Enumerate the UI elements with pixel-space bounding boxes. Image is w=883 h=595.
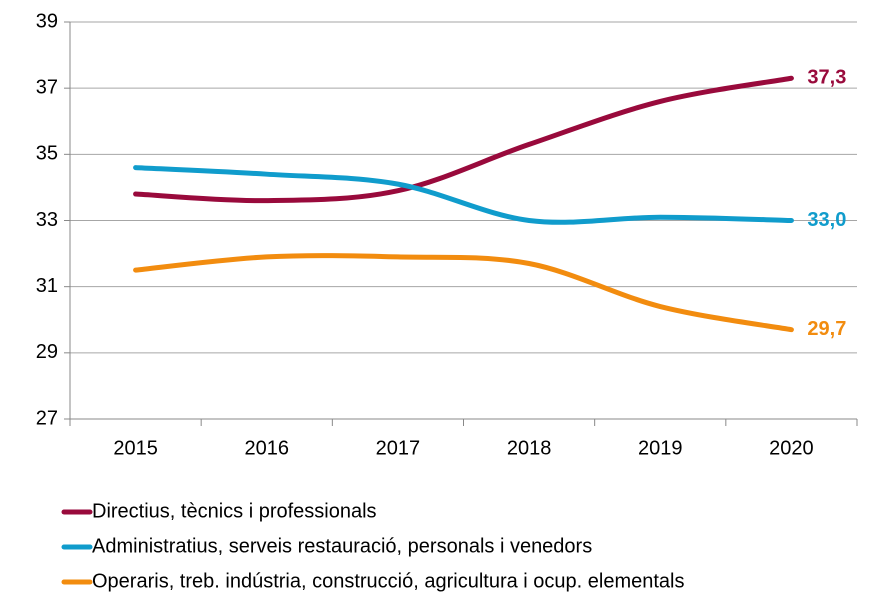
data-label: 29,7 [807, 318, 846, 340]
x-tick-label: 2019 [638, 437, 683, 459]
y-tick-label: 27 [36, 407, 58, 429]
legend-label: Operaris, treb. indústria, construcció, … [92, 570, 685, 592]
y-tick-label: 35 [36, 143, 58, 165]
y-tick-label: 29 [36, 341, 58, 363]
y-tick-label: 31 [36, 275, 58, 297]
y-tick-label: 39 [36, 10, 58, 32]
x-tick-label: 2018 [507, 437, 552, 459]
x-tick-label: 2017 [376, 437, 421, 459]
x-tick-label: 2016 [245, 437, 290, 459]
y-tick-label: 37 [36, 76, 58, 98]
legend-label: Directius, tècnics i professionals [92, 500, 377, 522]
series-line [133, 253, 794, 333]
legend-label: Administratius, serveis restauració, per… [92, 535, 592, 557]
data-label: 37,3 [807, 67, 846, 89]
data-label: 33,0 [807, 209, 846, 231]
y-tick-label: 33 [36, 209, 58, 231]
series-line [133, 165, 794, 225]
x-tick-label: 2015 [113, 437, 158, 459]
series-line [133, 75, 794, 204]
x-tick-label: 2020 [769, 437, 814, 459]
